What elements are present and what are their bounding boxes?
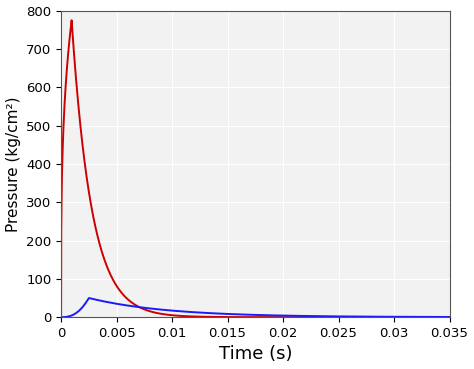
X-axis label: Time (s): Time (s) [219,345,292,363]
Y-axis label: Pressure (kg/cm²): Pressure (kg/cm²) [6,96,20,232]
